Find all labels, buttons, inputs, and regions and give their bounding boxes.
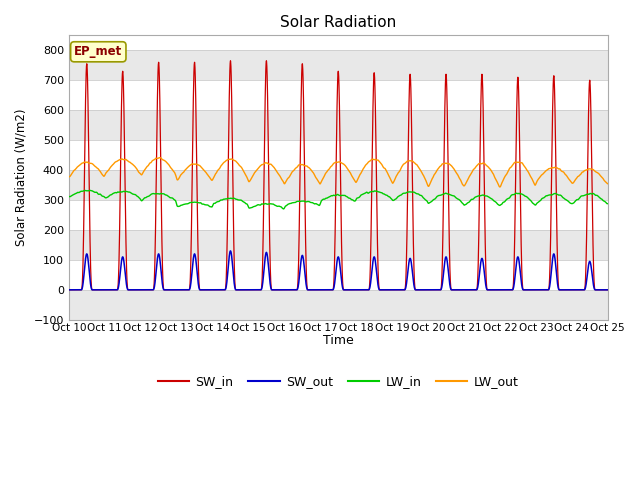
SW_out (437, 286, 445, 292)
Bar (68, 110, 608, 140)
LW_in (280, 206, 287, 212)
SW_in (481, 232, 489, 238)
Line: SW_in: SW_in (68, 61, 608, 290)
LW_in (65, 193, 72, 199)
LW_out (604, 181, 612, 187)
SW_out (481, 277, 489, 283)
LW_out (156, 155, 164, 160)
Title: Solar Radiation: Solar Radiation (280, 15, 396, 30)
SW_out (130, 287, 138, 293)
Bar (68, 290, 608, 320)
SW_in (227, 58, 234, 64)
SW_in (130, 287, 138, 293)
LW_in (232, 196, 240, 202)
Y-axis label: Solar Radiation (W/m2): Solar Radiation (W/m2) (15, 109, 28, 246)
SW_out (65, 287, 72, 293)
LW_out (130, 162, 138, 168)
LW_out (496, 184, 504, 190)
LW_out (65, 174, 72, 180)
SW_out (604, 287, 612, 293)
SW_out (232, 287, 240, 293)
SW_in (437, 285, 445, 290)
SW_in (129, 287, 137, 293)
LW_out (481, 161, 489, 167)
Bar (68, 50, 608, 80)
LW_out (99, 172, 107, 178)
LW_in (99, 193, 107, 199)
LW_in (438, 192, 445, 198)
LW_in (129, 191, 137, 197)
SW_out (99, 287, 107, 293)
Text: EP_met: EP_met (74, 45, 122, 58)
Legend: SW_in, SW_out, LW_in, LW_out: SW_in, SW_out, LW_in, LW_out (153, 370, 524, 393)
Bar (68, 230, 608, 260)
SW_in (65, 287, 72, 293)
SW_out (227, 248, 234, 254)
SW_in (604, 287, 612, 293)
Line: LW_in: LW_in (68, 191, 608, 209)
Line: SW_out: SW_out (68, 251, 608, 290)
Line: LW_out: LW_out (68, 157, 608, 187)
SW_in (99, 287, 107, 293)
Bar (68, 170, 608, 200)
SW_out (129, 287, 137, 293)
LW_in (481, 193, 489, 199)
LW_out (129, 162, 137, 168)
LW_in (604, 201, 612, 206)
LW_out (437, 163, 445, 168)
LW_out (232, 159, 240, 165)
LW_in (86, 188, 93, 193)
LW_in (130, 192, 138, 197)
SW_in (232, 287, 240, 293)
X-axis label: Time: Time (323, 334, 354, 347)
